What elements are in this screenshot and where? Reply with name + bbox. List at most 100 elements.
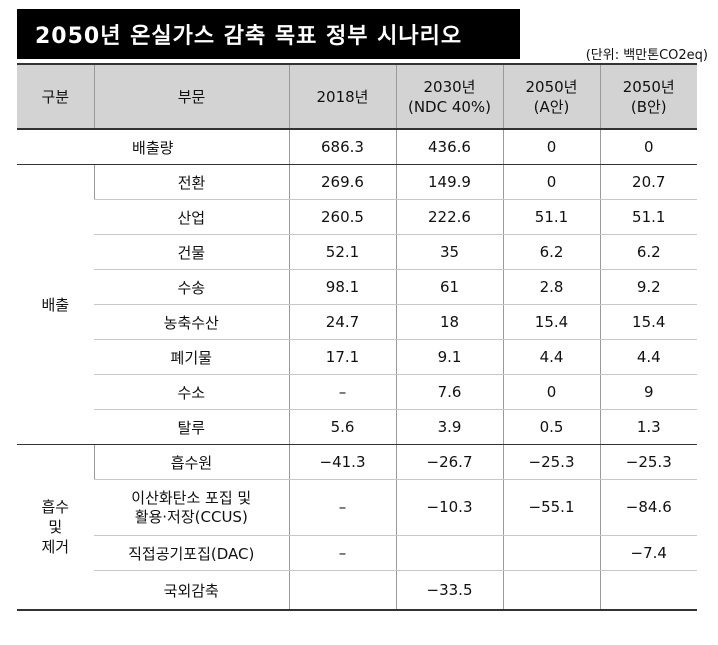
cell-value: – [288,374,396,410]
cell-value: −33.5 [395,570,503,611]
cell-value: 52.1 [288,234,396,270]
cell-value: 24.7 [288,304,396,340]
header-category: 구분 [17,63,94,130]
cell-value: −55.1 [502,479,600,536]
sector-label: 산업 [94,199,289,235]
category-absorption-line2: 및 [48,518,63,536]
cell-value [395,535,503,571]
cell-value: 4.4 [599,339,697,375]
cell-value: 9 [599,374,697,410]
header-2050a-line1: 2050년 [525,77,578,96]
table-row: 탈루 5.6 3.9 0.5 1.3 [17,409,697,445]
sector-label: 수소 [94,374,289,410]
cell-value [502,570,600,611]
sector-label: 흡수원 [93,444,289,480]
cell-value: 0 [502,164,600,200]
sector-label: 전환 [93,164,289,200]
cell-value: 4.4 [502,339,600,375]
cell-value: −41.3 [288,444,396,480]
cell-value: 686.3 [288,129,396,165]
cell-value: 0 [502,374,600,410]
cell-value: 61 [395,269,503,305]
sector-label: 폐기물 [94,339,289,375]
cell-value: 2.8 [502,269,600,305]
cell-value: 51.1 [502,199,600,235]
cell-value: −25.3 [599,444,697,480]
cell-value: 3.9 [395,409,503,445]
header-row: 구분 부문 2018년 2030년 (NDC 40%) 2050년 (A안) 2… [17,63,697,130]
cell-value [288,570,396,611]
cell-value: – [288,479,396,536]
category-absorption-line3: 제거 [41,538,70,556]
cell-value: −10.3 [395,479,503,536]
cell-value: 1.3 [599,409,697,445]
table-row: 건물 52.1 35 6.2 6.2 [17,234,697,270]
cell-value: −26.7 [395,444,503,480]
cell-value: 35 [395,234,503,270]
header-2050b-line2: (B안) [630,97,667,116]
cell-value: −84.6 [599,479,697,536]
table-row: 직접공기포집(DAC) – −7.4 [17,535,697,571]
table-row: 산업 260.5 222.6 51.1 51.1 [17,199,697,235]
cell-value: 17.1 [288,339,396,375]
header-2050b-line1: 2050년 [622,77,675,96]
cell-value [502,535,600,571]
header-2018: 2018년 [288,63,396,130]
emissions-table: 구분 부문 2018년 2030년 (NDC 40%) 2050년 (A안) 2… [17,63,697,611]
cell-value: 0 [502,129,600,165]
cell-value: – [288,535,396,571]
cell-value: 0 [599,129,697,165]
cell-value: 15.4 [599,304,697,340]
cell-value: 0.5 [502,409,600,445]
sector-label: 농축수산 [94,304,289,340]
cell-value: 5.6 [288,409,396,445]
sector-label: 탈루 [94,409,289,445]
header-2030-line2: (NDC 40%) [407,97,492,116]
table-row: 수송 98.1 61 2.8 9.2 [17,269,697,305]
total-row: 배출량 686.3 436.6 0 0 [17,129,697,165]
header-2050b: 2050년 (B안) [599,63,697,130]
cell-value: 20.7 [599,164,697,200]
cell-value: 9.2 [599,269,697,305]
category-emission: 배출 [17,164,94,445]
cell-value: 6.2 [502,234,600,270]
table-row: 농축수산 24.7 18 15.4 15.4 [17,304,697,340]
cell-value: 6.2 [599,234,697,270]
category-absorption: 흡수 및 제거 [17,444,94,611]
cell-value: −25.3 [502,444,600,480]
header-2050a: 2050년 (A안) [502,63,600,130]
sector-label-line1: 이산화탄소 포집 및 [131,488,252,507]
category-absorption-line1: 흡수 [41,498,70,516]
table-row: 이산화탄소 포집 및 활용·저장(CCUS) – −10.3 −55.1 −84… [17,479,697,536]
sector-label: 이산화탄소 포집 및 활용·저장(CCUS) [94,479,289,536]
sector-label: 국외감축 [94,570,289,611]
cell-value: 18 [395,304,503,340]
cell-value: 7.6 [395,374,503,410]
cell-value: 436.6 [395,129,503,165]
page-title: 2050년 온실가스 감축 목표 정부 시나리오 [17,9,520,59]
header-2050a-line2: (A안) [533,97,570,116]
cell-value: 222.6 [395,199,503,235]
table-row: 배출 전환 269.6 149.9 0 20.7 [17,164,697,445]
cell-value: 260.5 [288,199,396,235]
table-row: 폐기물 17.1 9.1 4.4 4.4 [17,339,697,375]
cell-value: −7.4 [599,535,697,571]
sector-label: 직접공기포집(DAC) [94,535,289,571]
cell-value: 149.9 [395,164,503,200]
header-2030-line1: 2030년 [423,77,476,96]
cell-value [599,570,697,611]
header-2030: 2030년 (NDC 40%) [395,63,503,130]
table-row: 국외감축 −33.5 [17,570,697,611]
cell-value: 51.1 [599,199,697,235]
table-row: 흡수 및 제거 흡수원 −41.3 −26.7 −25.3 −25.3 [17,444,697,611]
cell-value: 98.1 [288,269,396,305]
cell-value: 15.4 [502,304,600,340]
header-sector: 부문 [93,63,289,130]
cell-value: 269.6 [288,164,396,200]
sector-label-line2: 활용·저장(CCUS) [134,507,248,526]
unit-label: (단위: 백만톤CO2eq) [585,48,708,63]
table-row: 수소 – 7.6 0 9 [17,374,697,410]
sector-label: 건물 [94,234,289,270]
sector-label: 수송 [94,269,289,305]
cell-value: 9.1 [395,339,503,375]
